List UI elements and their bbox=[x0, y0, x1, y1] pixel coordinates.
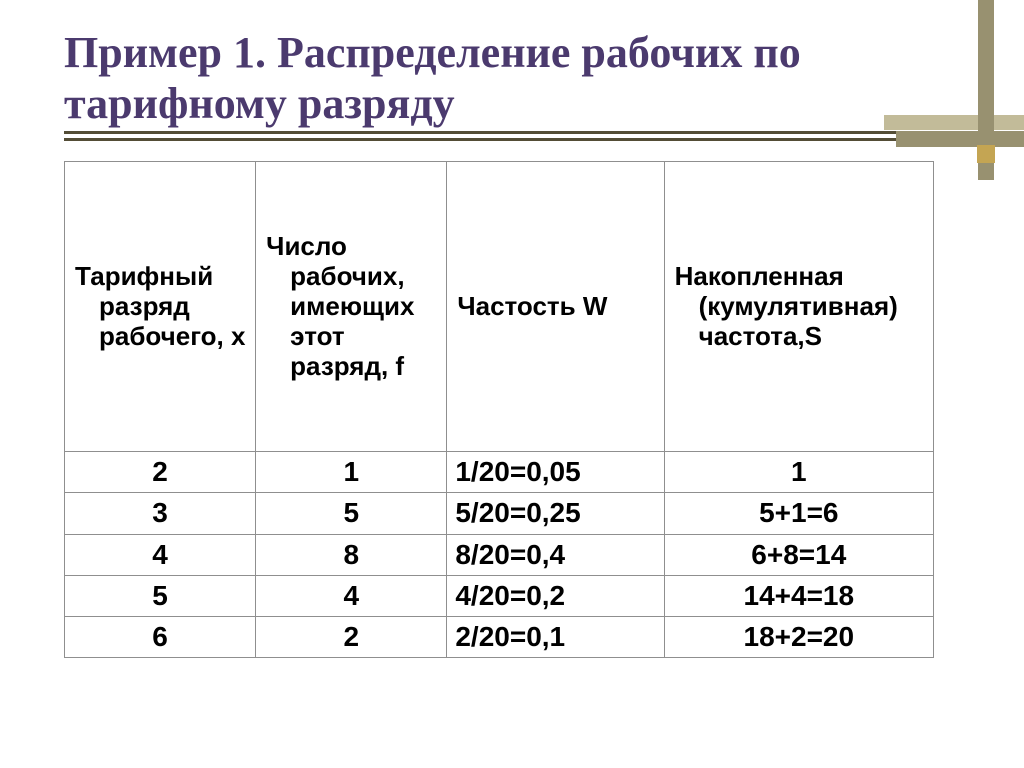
cell-s: 5+1=6 bbox=[664, 493, 933, 534]
cell-f: 4 bbox=[256, 575, 447, 616]
cell-s: 18+2=20 bbox=[664, 616, 933, 657]
cell-f: 5 bbox=[256, 493, 447, 534]
cell-w: 4/20=0,2 bbox=[447, 575, 664, 616]
table-header-row: Тарифный разряд рабочего, x Число рабочи… bbox=[65, 162, 934, 452]
cell-w: 8/20=0,4 bbox=[447, 534, 664, 575]
cell-w: 1/20=0,05 bbox=[447, 452, 664, 493]
cell-s: 1 bbox=[664, 452, 933, 493]
title-rule-2 bbox=[64, 138, 904, 141]
cell-w: 5/20=0,25 bbox=[447, 493, 664, 534]
cell-x: 5 bbox=[65, 575, 256, 616]
table-row: 4 8 8/20=0,4 6+8=14 bbox=[65, 534, 934, 575]
cell-x: 6 bbox=[65, 616, 256, 657]
cell-x: 2 bbox=[65, 452, 256, 493]
col-header-w: Частость W bbox=[447, 162, 664, 452]
table-row: 3 5 5/20=0,25 5+1=6 bbox=[65, 493, 934, 534]
distribution-table: Тарифный разряд рабочего, x Число рабочи… bbox=[64, 161, 934, 658]
cell-x: 4 bbox=[65, 534, 256, 575]
cell-x: 3 bbox=[65, 493, 256, 534]
cell-f: 2 bbox=[256, 616, 447, 657]
col-header-f: Число рабочих, имеющих этот разряд, f bbox=[256, 162, 447, 452]
cell-f: 8 bbox=[256, 534, 447, 575]
table-row: 6 2 2/20=0,1 18+2=20 bbox=[65, 616, 934, 657]
col-header-x: Тарифный разряд рабочего, x bbox=[65, 162, 256, 452]
slide-title: Пример 1. Распределение рабочих по тариф… bbox=[64, 28, 934, 129]
cell-w: 2/20=0,1 bbox=[447, 616, 664, 657]
table-row: 2 1 1/20=0,05 1 bbox=[65, 452, 934, 493]
cell-f: 1 bbox=[256, 452, 447, 493]
table-row: 5 4 4/20=0,2 14+4=18 bbox=[65, 575, 934, 616]
cell-s: 6+8=14 bbox=[664, 534, 933, 575]
col-header-s: Накопленная (кумулятивная) частота,S bbox=[664, 162, 933, 452]
cell-s: 14+4=18 bbox=[664, 575, 933, 616]
title-rule-1 bbox=[64, 131, 904, 134]
